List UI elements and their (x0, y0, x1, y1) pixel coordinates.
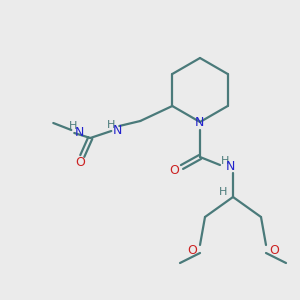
Text: O: O (269, 244, 279, 256)
Text: H: H (221, 156, 229, 166)
Text: H: H (219, 187, 227, 197)
Text: O: O (75, 157, 85, 169)
Text: N: N (194, 116, 204, 130)
Text: H: H (107, 120, 116, 130)
Text: O: O (187, 244, 197, 256)
Text: H: H (69, 121, 77, 131)
Text: O: O (169, 164, 179, 178)
Text: N: N (112, 124, 122, 136)
Text: N: N (75, 125, 84, 139)
Text: N: N (225, 160, 235, 173)
